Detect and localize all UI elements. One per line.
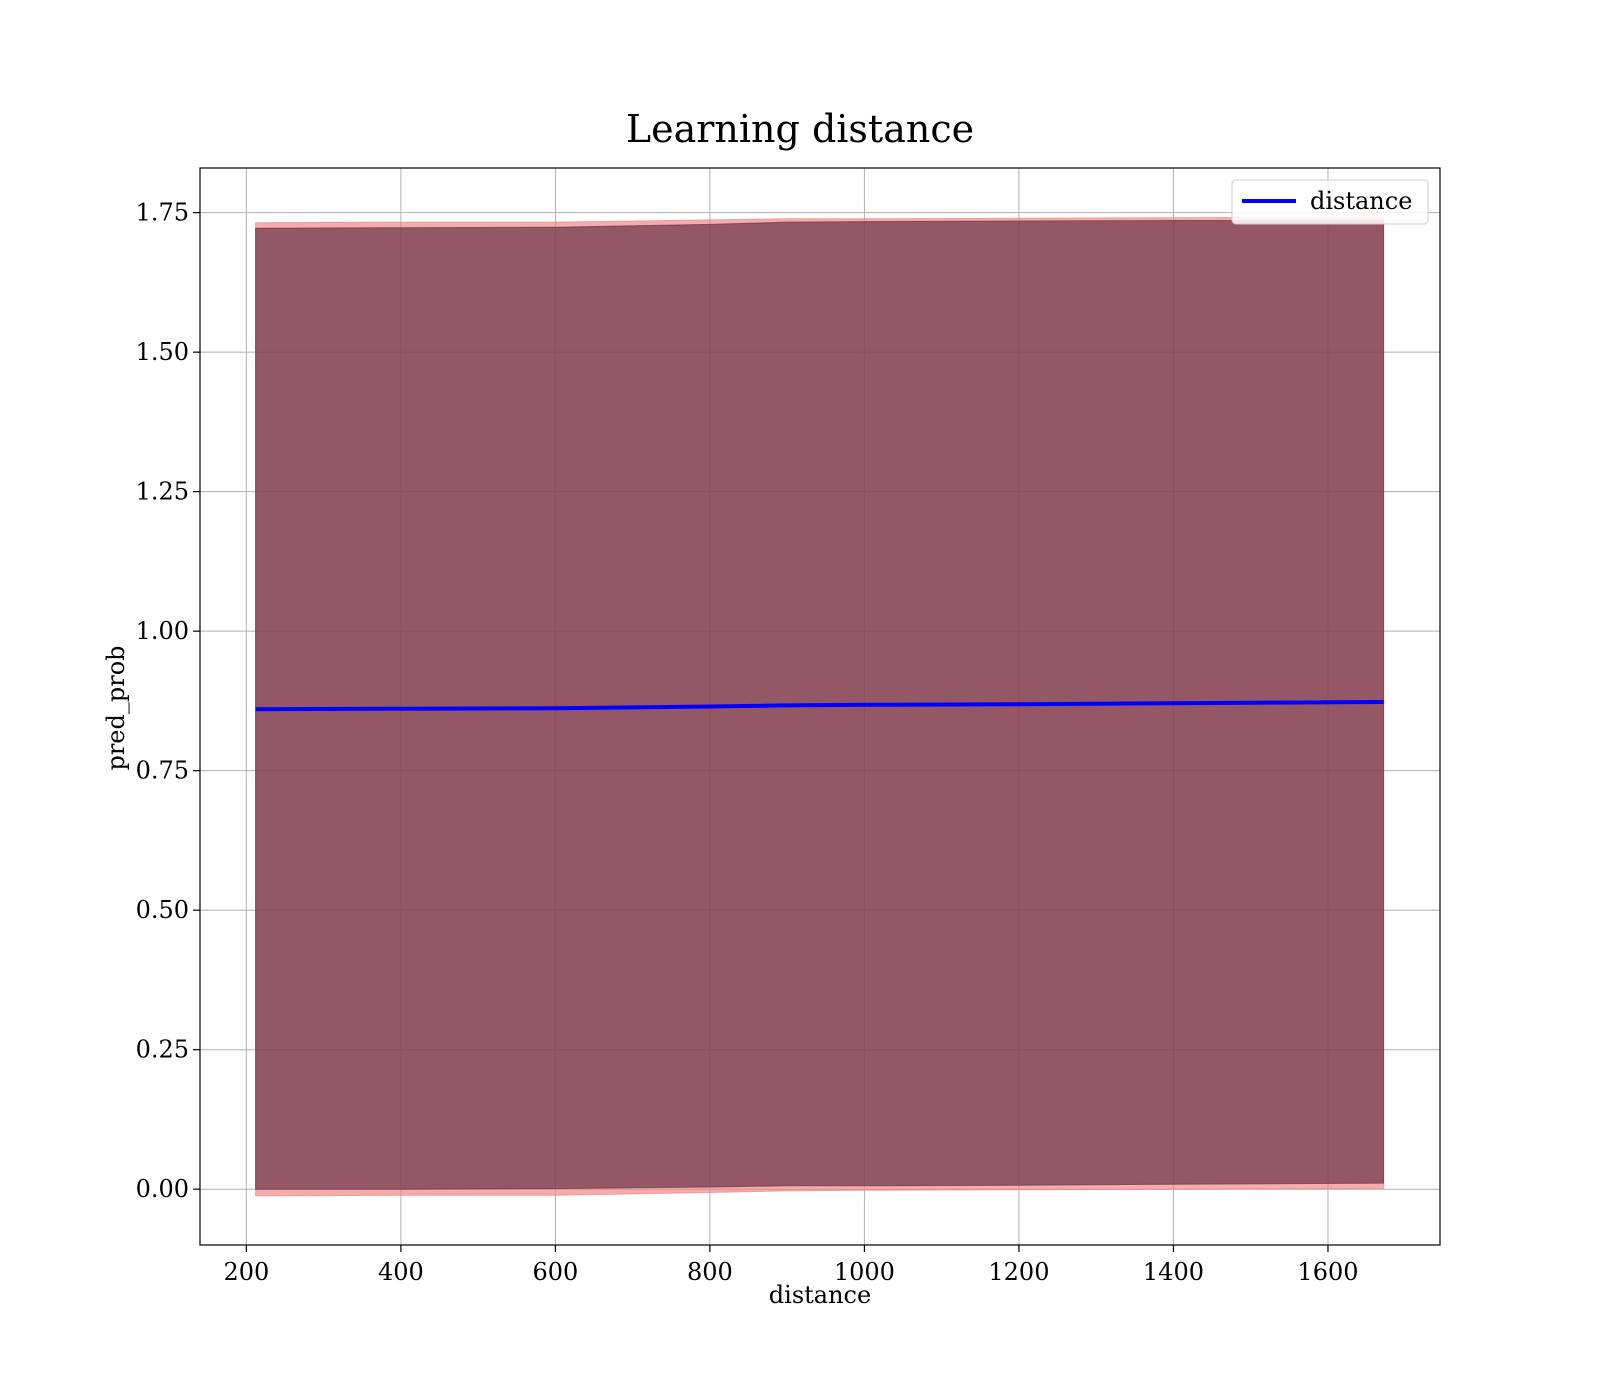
legend: distance [1231, 179, 1429, 225]
series-lines [255, 700, 1384, 712]
y-tick-label: 1.25 [136, 478, 189, 506]
x-tick-label: 1600 [1297, 1258, 1358, 1286]
legend-label-distance: distance [1310, 187, 1412, 215]
plot-frame [199, 167, 1441, 1246]
legend-box [1231, 179, 1429, 225]
x-axis-label: distance [769, 1281, 871, 1309]
y-tick-label: 1.75 [136, 199, 189, 227]
y-axis-ticks: 0.00 0.25 0.50 0.75 1.00 1.25 1.50 1.75 [136, 199, 200, 1203]
y-tick-label: 0.00 [136, 1175, 189, 1203]
x-tick-label: 600 [532, 1258, 578, 1286]
y-tick-label: 1.00 [136, 617, 189, 645]
series-line-distance [255, 700, 1384, 712]
x-tick-label: 1400 [1143, 1258, 1204, 1286]
x-tick-label: 1000 [834, 1258, 895, 1286]
x-tick-label: 1200 [988, 1258, 1049, 1286]
x-tick-label: 200 [223, 1258, 269, 1286]
y-tick-label: 0.50 [136, 896, 189, 924]
y-axis-label: pred_prob [102, 645, 130, 770]
y-tick-label: 1.50 [136, 338, 189, 366]
x-tick-label: 800 [687, 1258, 733, 1286]
x-tick-label: 400 [378, 1258, 424, 1286]
chart-title: Learning distance [626, 107, 974, 151]
x-axis-ticks: 200 400 600 800 1000 1200 1400 1600 [223, 1245, 1359, 1286]
y-tick-label: 0.25 [136, 1036, 189, 1064]
y-tick-label: 0.75 [136, 757, 189, 785]
